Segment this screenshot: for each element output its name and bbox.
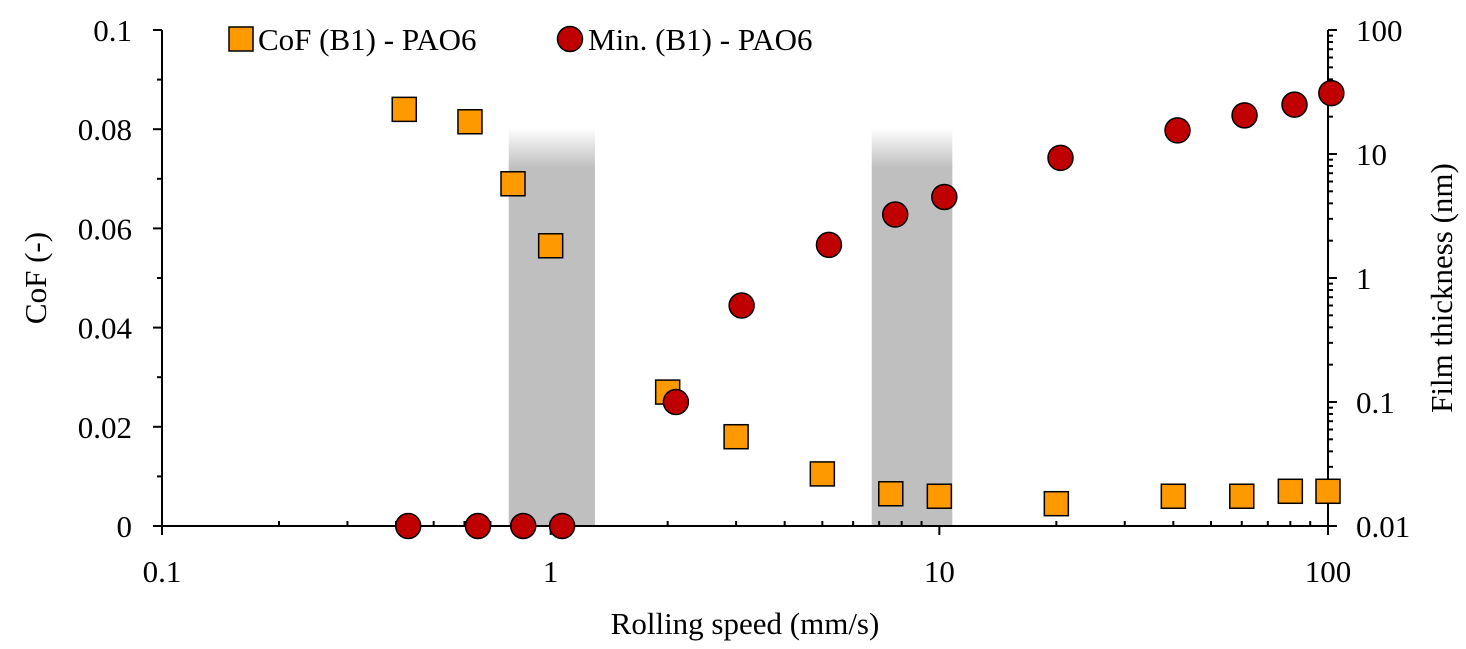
axes: 0 0.02 0.04 0.06 0.08 0.1 0.01 0.1 1 10 100 0.1 1 10 1… xyxy=(78,13,1411,589)
y-left-tick-label: 0.08 xyxy=(78,112,132,147)
film-thickness-point xyxy=(1318,79,1345,107)
y-left-tick-label: 0.04 xyxy=(78,311,133,346)
shaded-region-fill xyxy=(871,167,953,526)
cof-point xyxy=(1160,483,1187,509)
x-tick-label: 100 xyxy=(1305,554,1352,589)
cof-point xyxy=(1315,478,1341,505)
x-tick-label: 1 xyxy=(543,554,559,589)
shaded-region-fade xyxy=(871,128,953,168)
film-thickness-point xyxy=(464,512,492,540)
shaded-region-fade xyxy=(508,128,595,168)
cof-point xyxy=(1043,490,1070,517)
y-right-tick-label: 0.1 xyxy=(1356,385,1395,420)
y-right-tick-label: 0.01 xyxy=(1356,509,1410,544)
film-thickness-point xyxy=(815,231,843,259)
film-thickness-point xyxy=(931,183,958,211)
cof-point xyxy=(1229,483,1255,509)
cof-series xyxy=(391,96,1341,517)
film-thickness-point xyxy=(1231,102,1258,129)
x-tick-label: 10 xyxy=(924,554,955,589)
y-left-tick-label: 0.02 xyxy=(78,410,132,445)
x-tick-label: 0.1 xyxy=(143,554,182,589)
film-thickness-point xyxy=(1164,117,1191,144)
film-thickness-point xyxy=(509,512,537,540)
legend-label: Min. (B1) - PAO6 xyxy=(588,22,813,57)
film-thickness-point xyxy=(881,201,909,228)
film-thickness-point xyxy=(1281,91,1308,118)
y-right-axis-title: Film thickness (nm) xyxy=(1424,163,1459,413)
shaded-region-fill xyxy=(508,167,595,526)
cof-point xyxy=(723,423,749,450)
legend: CoF (B1) - PAO6 Min. (B1) - PAO6 xyxy=(228,22,813,57)
legend-circle-marker xyxy=(556,25,584,53)
data-series xyxy=(391,79,1345,540)
y-right-tick-label: 10 xyxy=(1356,137,1387,172)
y-left-tick-label: 0.06 xyxy=(78,211,132,246)
cof-point xyxy=(391,96,417,123)
cof-point xyxy=(926,483,953,509)
film-thickness-point xyxy=(1047,144,1074,172)
y-left-tick-label: 0 xyxy=(117,509,133,544)
y-right-tick-label: 1 xyxy=(1356,261,1372,296)
legend-item: CoF (B1) - PAO6 xyxy=(228,22,476,57)
film-thickness-series xyxy=(394,79,1345,540)
y-left-tick-label: 0.1 xyxy=(93,13,132,48)
cof-point xyxy=(878,481,904,507)
y-left-axis-title: CoF (-) xyxy=(18,232,53,324)
cof-point xyxy=(500,171,526,197)
y-right-tick-label: 100 xyxy=(1356,13,1403,48)
film-thickness-point xyxy=(548,512,576,540)
cof-point xyxy=(1277,478,1304,505)
shaded-region xyxy=(508,128,595,526)
cof-point xyxy=(809,461,836,487)
film-thickness-point xyxy=(728,292,755,319)
legend-label: CoF (B1) - PAO6 xyxy=(258,22,476,57)
shaded-regions xyxy=(508,128,953,526)
legend-square-marker xyxy=(228,26,254,52)
cof-point xyxy=(457,109,483,135)
x-axis-title: Rolling speed (mm/s) xyxy=(611,606,880,641)
legend-item: Min. (B1) - PAO6 xyxy=(556,22,813,57)
film-thickness-point xyxy=(394,512,422,540)
shaded-region xyxy=(871,128,953,526)
film-thickness-point xyxy=(662,388,690,416)
cof-point xyxy=(537,233,564,259)
